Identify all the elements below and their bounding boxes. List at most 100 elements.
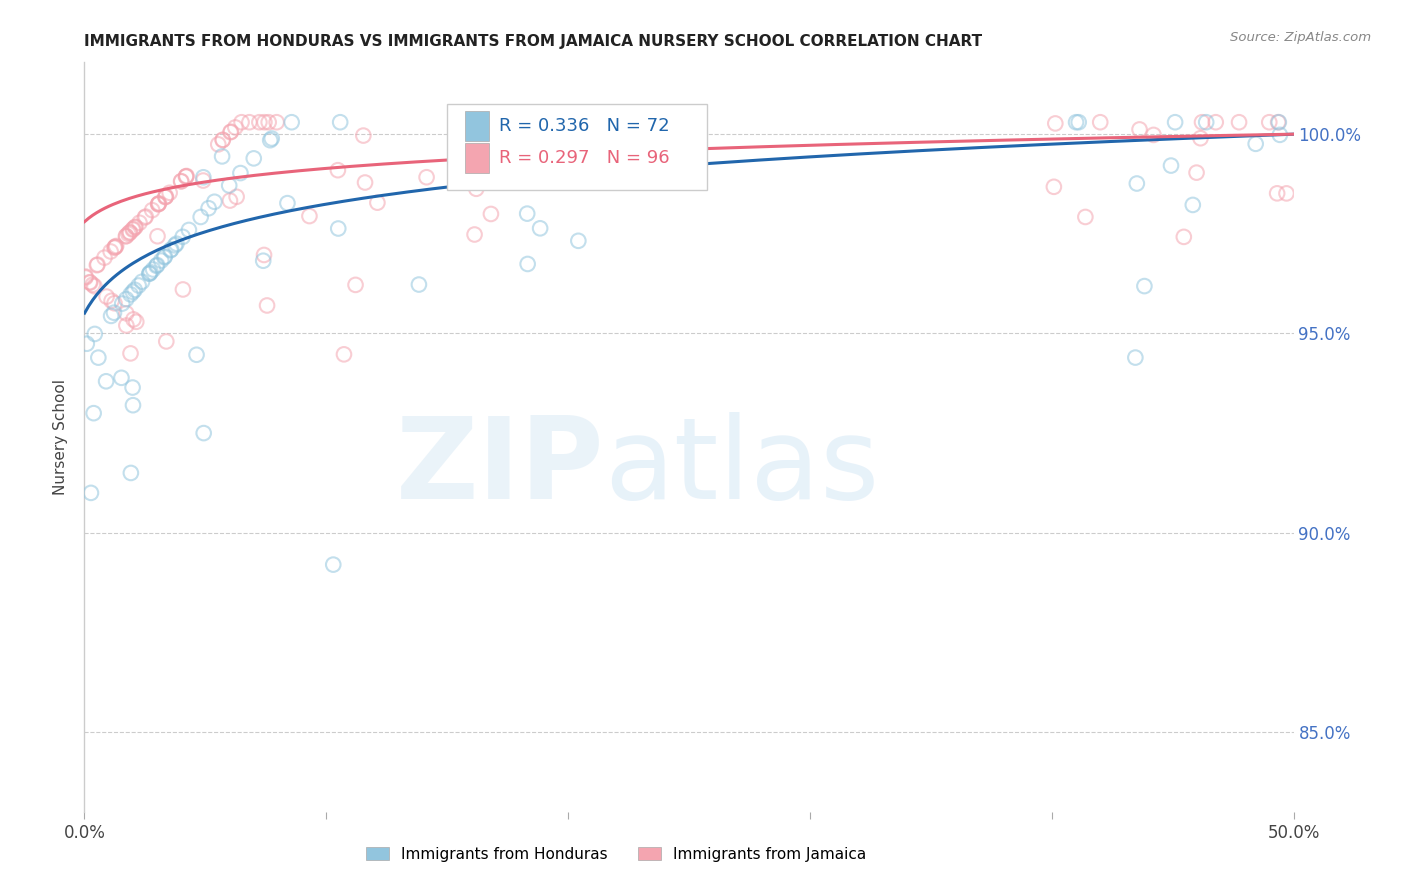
- Point: [211, 133, 233, 147]
- Point: [567, 234, 589, 248]
- Legend: Immigrants from Honduras, Immigrants from Jamaica: Immigrants from Honduras, Immigrants fro…: [360, 840, 873, 868]
- Point: [86, 258, 108, 272]
- Point: [121, 222, 143, 236]
- Point: [218, 178, 240, 193]
- Text: R = 0.336   N = 72: R = 0.336 N = 72: [499, 117, 669, 135]
- Point: [193, 170, 215, 185]
- Point: [1160, 159, 1182, 173]
- Point: [163, 238, 186, 252]
- Point: [1181, 198, 1204, 212]
- Point: [211, 133, 233, 147]
- Point: [122, 398, 145, 412]
- Point: [1189, 131, 1212, 145]
- Point: [146, 197, 169, 211]
- Point: [138, 267, 160, 281]
- Point: [100, 309, 122, 323]
- Point: [120, 466, 142, 480]
- Point: [326, 163, 349, 178]
- Point: [148, 196, 170, 211]
- Point: [120, 287, 142, 301]
- Point: [155, 334, 177, 349]
- Point: [529, 221, 551, 235]
- Point: [238, 115, 260, 129]
- Point: [94, 374, 117, 388]
- Point: [1185, 166, 1208, 180]
- Point: [122, 222, 145, 236]
- Point: [280, 115, 302, 129]
- Point: [177, 223, 200, 237]
- Point: [170, 174, 193, 188]
- Point: [190, 210, 212, 224]
- Point: [479, 130, 502, 145]
- Text: IMMIGRANTS FROM HONDURAS VS IMMIGRANTS FROM JAMAICA NURSERY SCHOOL CORRELATION C: IMMIGRANTS FROM HONDURAS VS IMMIGRANTS F…: [84, 34, 983, 49]
- Point: [103, 241, 125, 255]
- Point: [1265, 186, 1288, 201]
- Point: [93, 251, 115, 265]
- Text: Source: ZipAtlas.com: Source: ZipAtlas.com: [1230, 31, 1371, 45]
- Point: [159, 186, 181, 200]
- Point: [225, 190, 247, 204]
- Text: atlas: atlas: [605, 411, 880, 523]
- Point: [329, 115, 352, 129]
- Point: [193, 426, 215, 441]
- Point: [252, 253, 274, 268]
- Point: [523, 133, 546, 147]
- Point: [1125, 351, 1147, 365]
- Point: [174, 169, 197, 184]
- Point: [204, 194, 226, 209]
- Point: [266, 115, 288, 129]
- Point: [103, 296, 125, 310]
- Point: [87, 351, 110, 365]
- Point: [176, 169, 198, 183]
- Point: [83, 326, 105, 341]
- Point: [75, 270, 97, 285]
- Point: [257, 115, 280, 129]
- Point: [121, 380, 143, 394]
- Point: [155, 190, 177, 204]
- Point: [1043, 179, 1066, 194]
- Point: [146, 229, 169, 244]
- Point: [354, 176, 377, 190]
- Point: [138, 267, 160, 281]
- Point: [155, 190, 177, 204]
- Point: [117, 227, 139, 241]
- Point: [1142, 128, 1164, 142]
- Point: [82, 277, 104, 292]
- FancyBboxPatch shape: [465, 112, 489, 141]
- Point: [1133, 279, 1156, 293]
- Point: [142, 262, 165, 277]
- Point: [105, 239, 128, 253]
- Point: [172, 230, 194, 244]
- Point: [1195, 115, 1218, 129]
- Point: [139, 265, 162, 279]
- Point: [1173, 230, 1195, 244]
- Point: [1268, 128, 1291, 142]
- Point: [83, 279, 105, 293]
- Point: [159, 244, 181, 258]
- Point: [124, 283, 146, 297]
- Point: [1268, 115, 1291, 129]
- Point: [100, 293, 122, 308]
- Point: [166, 236, 188, 251]
- Point: [276, 196, 298, 211]
- Point: [322, 558, 344, 572]
- Text: ZIP: ZIP: [396, 411, 605, 523]
- Point: [219, 125, 242, 139]
- Point: [229, 166, 252, 180]
- Point: [150, 253, 173, 268]
- Point: [148, 197, 170, 211]
- Point: [1191, 115, 1213, 129]
- Point: [247, 115, 270, 129]
- Point: [328, 221, 350, 235]
- Point: [479, 207, 502, 221]
- Point: [259, 133, 281, 147]
- Point: [115, 229, 138, 244]
- Point: [1045, 116, 1067, 130]
- Y-axis label: Nursery School: Nursery School: [53, 379, 69, 495]
- Point: [207, 137, 229, 152]
- Point: [124, 219, 146, 234]
- Point: [75, 269, 97, 284]
- Point: [134, 211, 156, 225]
- Point: [219, 194, 242, 208]
- Point: [111, 296, 134, 310]
